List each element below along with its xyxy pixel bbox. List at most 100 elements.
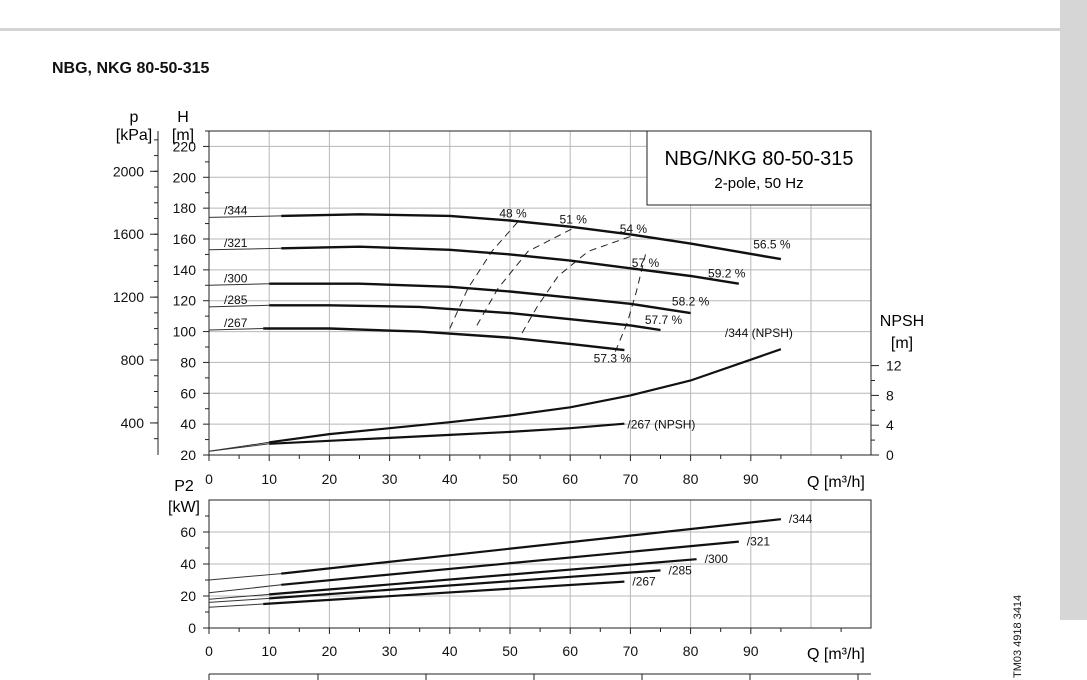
head-curve-label: /285 [224, 293, 248, 307]
head-x-tick-label: 80 [683, 471, 699, 487]
head-plot-frame [208, 130, 872, 456]
power-curve-label: /321 [747, 535, 771, 549]
chart-title-box [646, 130, 872, 206]
efficiency-label: 56.5 % [753, 237, 791, 251]
efficiency-label: 48 % [499, 206, 527, 220]
head-x-tick-label: 30 [382, 471, 398, 487]
head-x-tick-label: 20 [322, 471, 338, 487]
chart-subtitle: 2-pole, 50 Hz [714, 175, 803, 192]
head-x-tick-label: 90 [743, 471, 759, 487]
head-curve-leader [208, 215, 282, 218]
npsh-axis-unit: [m] [891, 335, 913, 352]
npsh-curve-leader [208, 443, 270, 452]
h-tick-label: 80 [180, 354, 196, 370]
power-grid [209, 500, 871, 628]
head-curve-label: /267 [224, 316, 248, 330]
head-curve-label: /300 [224, 271, 248, 285]
power-x-tick-label: 10 [261, 643, 277, 659]
p-axis-unit: [kPa] [116, 127, 152, 144]
power-curve [281, 540, 739, 586]
h-tick-label: 140 [173, 262, 197, 278]
npsh-axis-title: NPSH [880, 313, 924, 330]
head-panel: 0 10 20 30 40 50 60 70 80 90204060801001201401601… [113, 109, 924, 491]
power-curve-label: /285 [669, 563, 693, 577]
power-curve [263, 580, 625, 606]
efficiency-label: 57 % [632, 256, 660, 270]
head-ticks: 0 10 20 30 40 50 60 70 80 90204060801001201401601… [113, 130, 902, 487]
power-x-tick-label: 30 [382, 643, 398, 659]
efficiency-curve [521, 233, 637, 334]
head-x-axis-title: Q [m³/h] [807, 474, 865, 491]
efficiency-curves [449, 220, 646, 352]
efficiency-curve [476, 226, 577, 326]
p2-axis-title: P2 [174, 478, 194, 495]
head-x-tick-label: 50 [502, 471, 518, 487]
power-labels: /344/321/300/285/267 [632, 512, 812, 588]
efficiency-label: 58.2 % [672, 294, 710, 308]
power-curve [281, 518, 782, 575]
npsh-tick-label: 12 [886, 358, 902, 374]
npsh-curve-label: /344 (NPSH) [725, 326, 793, 340]
power-x-tick-label: 50 [502, 643, 518, 659]
head-curve-leader [208, 247, 282, 251]
pump-curves-figure: 0 10 20 30 40 50 60 70 80 90204060801001201401601… [113, 109, 924, 680]
efficiency-curve [614, 254, 646, 352]
power-curve-leader [208, 593, 270, 600]
power-series [208, 518, 782, 608]
power-curve-leader [208, 573, 282, 581]
power-plot-frame [208, 499, 872, 629]
chart-title: NBG/NKG 80-50-315 [665, 148, 854, 170]
head-x-tick-label: 10 [261, 471, 277, 487]
power-curve-label: /344 [789, 512, 813, 526]
p-tick-label: 800 [121, 352, 145, 368]
efficiency-label: 59.2 % [708, 267, 746, 281]
head-curve [281, 213, 782, 261]
npsh-curve [269, 348, 782, 444]
power-curve [269, 558, 697, 596]
efficiency-label: 51 % [560, 213, 588, 227]
p-tick-label: 1600 [113, 226, 144, 242]
top-divider [0, 28, 1060, 31]
h-tick-label: 100 [173, 324, 197, 340]
p2-tick-label: 60 [180, 524, 196, 540]
h-tick-label: 160 [173, 231, 197, 247]
head-x-tick-label: 70 [623, 471, 639, 487]
p-tick-label: 400 [121, 415, 145, 431]
p-tick-label: 2000 [113, 163, 144, 179]
power-x-tick-label: 40 [442, 643, 458, 659]
power-curve [269, 569, 661, 600]
npsh-tick-label: 0 [886, 447, 894, 463]
power-x-tick-label: 20 [322, 643, 338, 659]
head-curve-leader [208, 304, 270, 308]
npsh-curve-label: /267 (NPSH) [627, 418, 695, 432]
p2-tick-label: 40 [180, 556, 196, 572]
efficiency-label: 57.7 % [645, 313, 683, 327]
h-tick-label: 40 [180, 416, 196, 432]
head-curve-label: /321 [224, 236, 248, 250]
npsh-curve [269, 422, 625, 445]
power-x-tick-label: 80 [683, 643, 699, 659]
h-tick-label: 180 [173, 200, 197, 216]
power-curve-leader [208, 584, 282, 594]
head-curve-leader [208, 328, 264, 331]
npsh-tick-label: 4 [886, 417, 894, 433]
head-curve-label: /344 [224, 203, 248, 217]
p2-tick-label: 20 [180, 588, 196, 604]
power-curve-label: /300 [705, 552, 729, 566]
power-curve-label: /267 [632, 575, 656, 589]
h-axis-unit: [m] [172, 127, 194, 144]
head-series [208, 213, 782, 452]
head-curve [269, 304, 661, 332]
p2-tick-label: 0 [188, 620, 196, 636]
head-curve [269, 282, 691, 315]
head-x-tick-label: 60 [562, 471, 578, 487]
h-axis-title: H [177, 109, 189, 126]
p-tick-label: 1200 [113, 289, 144, 305]
head-labels: /344/321/300/285/267/344 (NPSH) /267 (NPS… [224, 203, 793, 431]
head-x-tick-label: 40 [442, 471, 458, 487]
npsh-tick-label: 8 [886, 387, 894, 403]
efficiency-label: 54 % [620, 222, 648, 236]
head-curve [281, 245, 739, 285]
power-curve-leader [208, 603, 264, 608]
